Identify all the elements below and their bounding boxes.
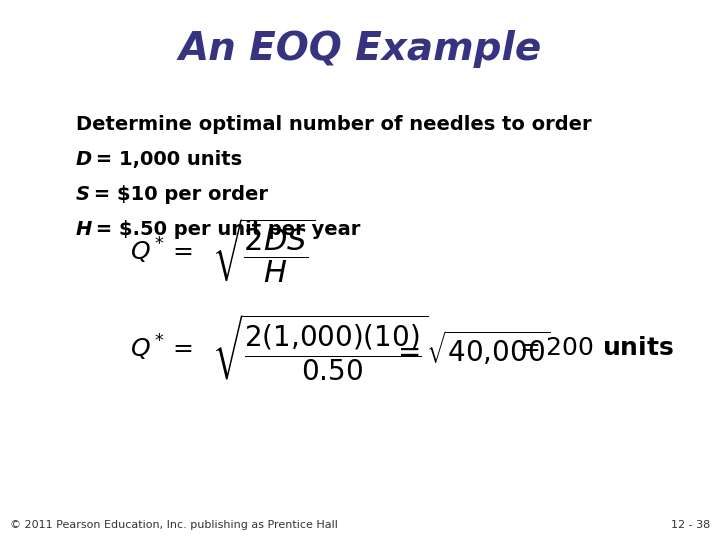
Text: An EOQ Example: An EOQ Example [179,30,541,68]
Text: © 2011 Pearson Education, Inc. publishing as Prentice Hall: © 2011 Pearson Education, Inc. publishin… [10,521,338,530]
Text: 12 - 38: 12 - 38 [670,521,710,530]
Text: $= 200$ units: $= 200$ units [515,336,674,360]
Text: $=\sqrt{40{,}000}$: $=\sqrt{40{,}000}$ [392,329,551,368]
Text: S: S [76,185,89,204]
Text: $\sqrt{\dfrac{2DS}{H}}$: $\sqrt{\dfrac{2DS}{H}}$ [212,217,316,285]
Text: D: D [76,150,92,169]
Text: = $.50 per unit per year: = $.50 per unit per year [89,220,361,239]
Text: Determine optimal number of needles to order: Determine optimal number of needles to o… [76,114,591,134]
Text: $Q^*=$: $Q^*=$ [130,236,192,266]
Text: = 1,000 units: = 1,000 units [89,150,242,169]
Text: $Q^*=$: $Q^*=$ [130,333,192,363]
Text: $\sqrt{\dfrac{2(1{,}000)(10)}{0.50}}$: $\sqrt{\dfrac{2(1{,}000)(10)}{0.50}}$ [212,313,429,383]
Text: = $10 per order: = $10 per order [87,185,268,204]
Text: H: H [76,220,92,239]
